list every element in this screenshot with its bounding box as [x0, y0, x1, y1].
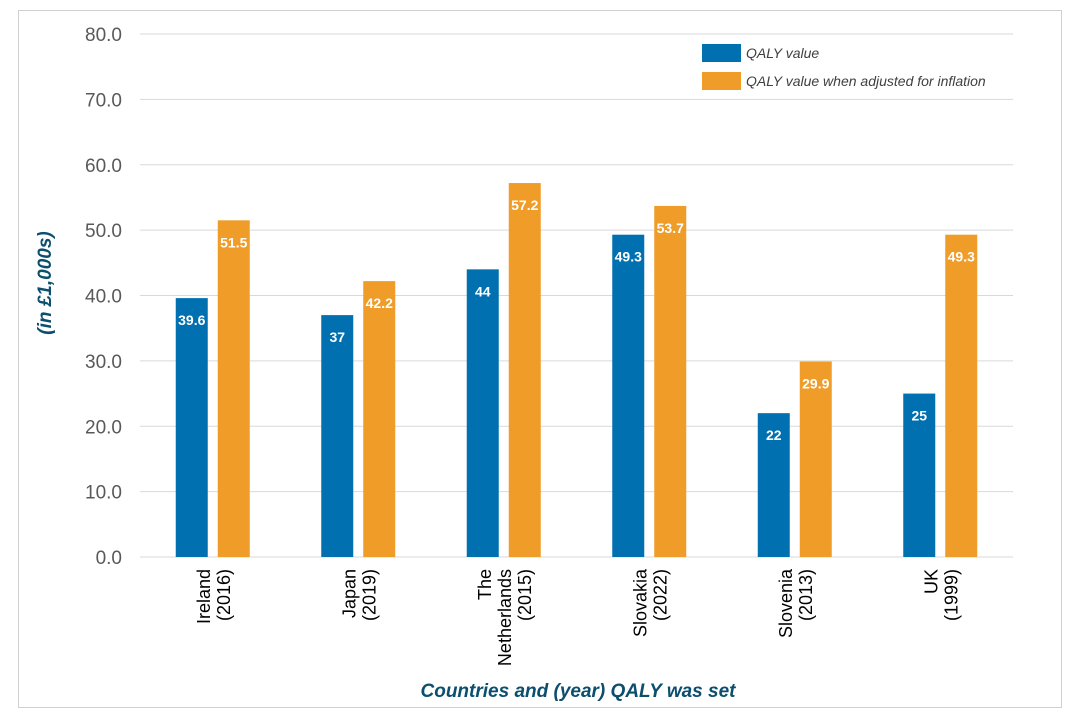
- gridlines: [140, 33, 1013, 558]
- category-label-line: (2022): [650, 569, 670, 621]
- bar-qaly-adjusted: [363, 281, 396, 557]
- bar-qaly-value: [903, 393, 936, 557]
- y-tick-label: 80.0: [85, 25, 122, 46]
- y-axis-ticks: 0.0 10.0 20.0 30.0 40.0 50.0 60.0 70.0 80.0: [85, 25, 122, 569]
- data-label: 42.2: [366, 295, 393, 311]
- category-label-line: UK: [921, 569, 941, 594]
- data-label: 39.6: [178, 312, 205, 328]
- category-label-line: (2013): [796, 569, 816, 621]
- bar-qaly-adjusted: [799, 361, 832, 557]
- bar-qaly-value: [757, 413, 790, 557]
- data-labels: 39.6 51.5 37 42.2 44 57.2 49.3 53.7 22 29.9 25 49.3: [178, 197, 975, 443]
- category-label: Slovakia (2022): [630, 568, 670, 637]
- data-label: 44: [475, 283, 491, 299]
- data-label: 57.2: [511, 197, 538, 213]
- data-label: 53.7: [657, 220, 684, 236]
- category-label-line: (2016): [214, 569, 234, 621]
- legend-label-qaly-adjusted: QALY value when adjusted for inflation: [746, 73, 986, 89]
- y-tick-label: 30.0: [85, 352, 122, 373]
- y-tick-label: 20.0: [85, 417, 122, 438]
- y-axis-title: (in £1,000s): [35, 231, 56, 335]
- data-label: 29.9: [802, 376, 829, 392]
- bar-qaly-adjusted: [217, 220, 250, 557]
- category-label-line: The: [475, 569, 495, 600]
- category-label: Japan (2019): [339, 569, 379, 621]
- bar-qaly-value: [466, 269, 499, 557]
- legend-label-qaly-value: QALY value: [746, 45, 819, 61]
- data-label: 22: [766, 427, 782, 443]
- bar-qaly-adjusted: [654, 205, 687, 557]
- y-tick-label: 70.0: [85, 90, 122, 111]
- bars: [175, 183, 978, 558]
- bar-qaly-adjusted: [508, 183, 541, 557]
- data-label: 51.5: [220, 234, 247, 250]
- legend-swatch-qaly-adjusted: [702, 72, 741, 90]
- category-label-line: Netherlands: [495, 569, 515, 666]
- category-label-line: (2019): [359, 569, 379, 621]
- data-label: 49.3: [948, 249, 975, 265]
- x-axis-categories: Ireland (2016) Japan (2019) The Netherlands (2…: [194, 568, 962, 666]
- category-label: Slovenia (2013): [776, 568, 816, 638]
- chart-frame: 0.0 10.0 20.0 30.0 40.0 50.0 60.0 70.0 80.0 39.6…: [18, 10, 1062, 708]
- x-axis-title: Countries and (year) QALY was set: [421, 681, 737, 702]
- data-label: 25: [911, 408, 927, 424]
- legend-swatch-qaly-value: [702, 44, 741, 62]
- y-tick-label: 40.0: [85, 287, 122, 308]
- legend: QALY value QALY value when adjusted for …: [702, 44, 986, 90]
- bar-chart: 0.0 10.0 20.0 30.0 40.0 50.0 60.0 70.0 80.0 39.6…: [35, 25, 1013, 702]
- category-label-line: (2015): [515, 569, 535, 621]
- bar-qaly-value: [321, 315, 354, 557]
- data-label: 49.3: [615, 249, 642, 265]
- category-label-line: Slovenia: [776, 568, 796, 638]
- category-label: Ireland (2016): [194, 569, 234, 624]
- y-tick-label: 50.0: [85, 221, 122, 242]
- category-label-line: Slovakia: [630, 568, 650, 637]
- y-tick-label: 10.0: [85, 483, 122, 504]
- category-label-line: (1999): [941, 569, 961, 621]
- bar-qaly-adjusted: [945, 234, 978, 558]
- category-label: The Netherlands (2015): [475, 569, 535, 666]
- bar-qaly-value: [612, 234, 645, 558]
- y-tick-label: 0.0: [96, 548, 122, 569]
- data-label: 37: [329, 329, 345, 345]
- category-label-line: Ireland: [194, 569, 214, 624]
- category-label: UK (1999): [921, 569, 961, 621]
- category-label-line: Japan: [339, 569, 359, 618]
- y-tick-label: 60.0: [85, 156, 122, 177]
- bar-qaly-value: [175, 298, 208, 557]
